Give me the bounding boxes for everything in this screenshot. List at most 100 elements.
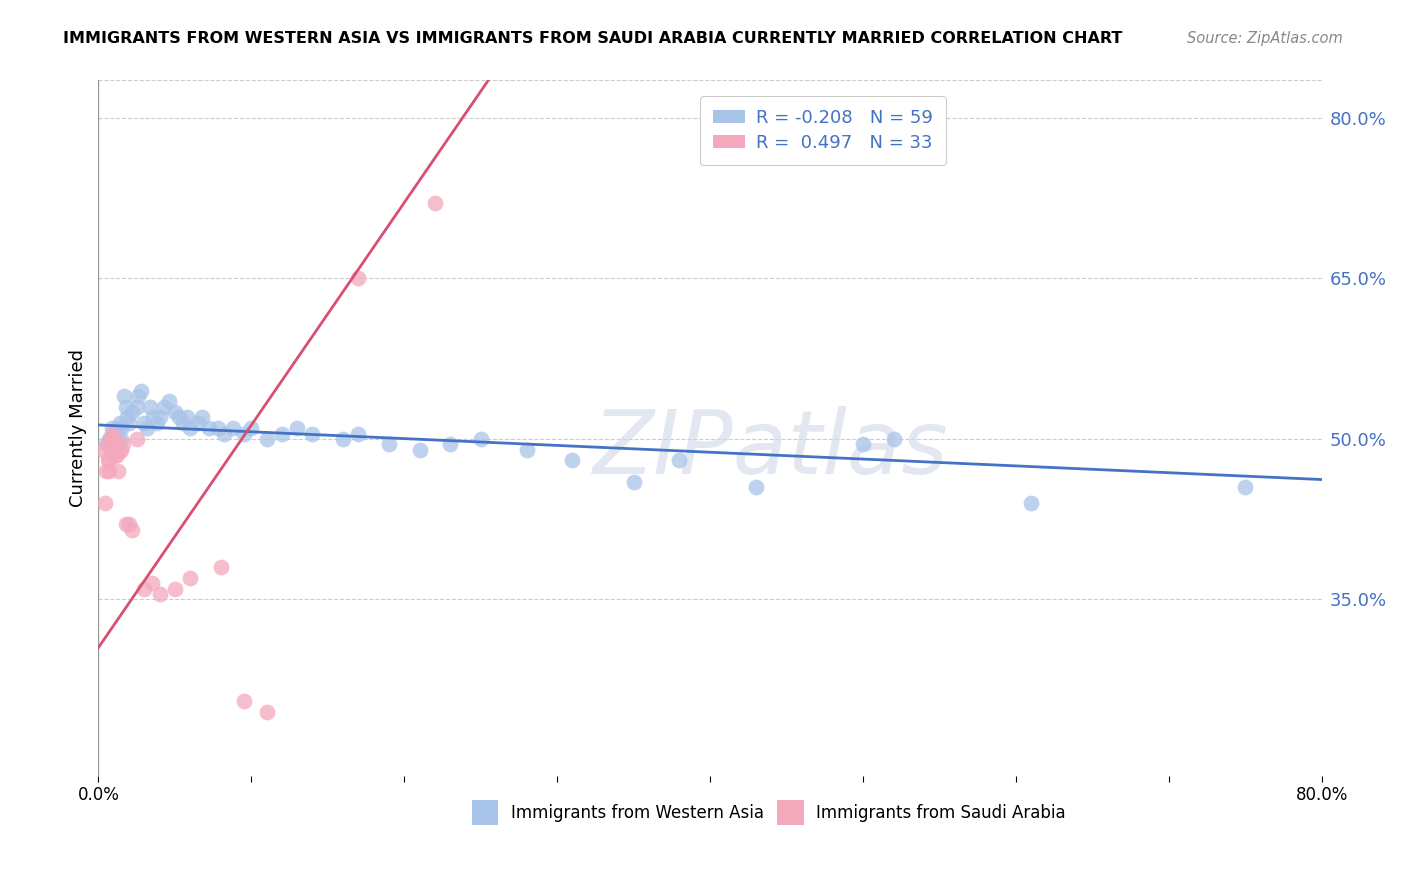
Point: [115, 400, 138, 414]
Point: [347, 426, 370, 441]
Point: [107, 421, 129, 435]
Point: [157, 394, 180, 409]
Point: [301, 426, 323, 441]
Point: [121, 405, 143, 419]
Point: [561, 453, 583, 467]
Point: [129, 384, 152, 398]
Point: [191, 410, 214, 425]
Point: [142, 410, 165, 425]
Point: [108, 416, 131, 430]
Point: [111, 437, 134, 451]
Point: [91, 442, 114, 457]
Point: [100, 442, 122, 457]
Point: [439, 437, 461, 451]
Point: [100, 432, 122, 446]
Point: [139, 400, 162, 414]
Point: [623, 475, 645, 489]
Point: [187, 416, 209, 430]
Point: [179, 571, 201, 585]
Text: IMMIGRANTS FROM WESTERN ASIA VS IMMIGRANTS FROM SAUDI ARABIA CURRENTLY MARRIED C: IMMIGRANTS FROM WESTERN ASIA VS IMMIGRAN…: [63, 31, 1122, 46]
Point: [125, 432, 148, 446]
Point: [197, 421, 219, 435]
Text: Source: ZipAtlas.com: Source: ZipAtlas.com: [1187, 31, 1343, 46]
Point: [172, 416, 194, 430]
Point: [285, 421, 308, 435]
Y-axis label: Currently Married: Currently Married: [69, 349, 87, 508]
Point: [101, 432, 124, 446]
Point: [232, 426, 254, 441]
Point: [222, 421, 245, 435]
Point: [98, 453, 121, 467]
Text: Immigrants from Western Asia: Immigrants from Western Asia: [510, 804, 763, 822]
Text: ZIPatlas: ZIPatlas: [593, 406, 949, 492]
Point: [110, 442, 132, 457]
Point: [101, 426, 124, 441]
Point: [107, 464, 129, 478]
Point: [110, 421, 132, 435]
Point: [136, 421, 159, 435]
Point: [745, 480, 768, 494]
Point: [104, 448, 127, 462]
Point: [93, 496, 115, 510]
Point: [145, 416, 167, 430]
Point: [110, 432, 132, 446]
Point: [179, 421, 201, 435]
Point: [125, 400, 148, 414]
FancyBboxPatch shape: [471, 800, 498, 825]
Text: Immigrants from Saudi Arabia: Immigrants from Saudi Arabia: [817, 804, 1066, 822]
Point: [232, 694, 254, 708]
Legend: R = -0.208   N = 59, R =  0.497   N = 33: R = -0.208 N = 59, R = 0.497 N = 33: [700, 96, 946, 165]
Point: [212, 426, 235, 441]
Point: [256, 705, 278, 719]
Point: [153, 400, 176, 414]
Point: [668, 453, 690, 467]
Point: [115, 517, 138, 532]
Point: [101, 421, 124, 435]
Point: [470, 432, 492, 446]
Point: [134, 582, 156, 596]
Point: [105, 448, 128, 462]
Point: [98, 464, 121, 478]
Point: [852, 437, 875, 451]
Point: [97, 437, 120, 451]
Point: [163, 405, 186, 419]
Point: [121, 523, 143, 537]
Point: [883, 432, 905, 446]
Point: [270, 426, 292, 441]
Point: [207, 421, 229, 435]
Point: [94, 464, 117, 478]
Point: [104, 426, 127, 441]
Point: [98, 432, 121, 446]
Point: [240, 421, 263, 435]
Point: [94, 437, 117, 451]
Point: [127, 389, 149, 403]
Point: [163, 582, 186, 596]
Point: [141, 576, 163, 591]
Point: [347, 271, 370, 285]
Point: [408, 442, 430, 457]
Point: [118, 517, 141, 532]
Point: [332, 432, 354, 446]
Point: [149, 587, 172, 601]
Point: [169, 410, 191, 425]
Point: [149, 410, 172, 425]
Point: [1019, 496, 1042, 510]
Point: [112, 389, 135, 403]
Point: [516, 442, 538, 457]
Point: [103, 442, 125, 457]
Point: [103, 432, 125, 446]
FancyBboxPatch shape: [778, 800, 804, 825]
Point: [176, 410, 198, 425]
Point: [108, 442, 131, 457]
Point: [134, 416, 156, 430]
Point: [423, 196, 446, 211]
Point: [117, 410, 139, 425]
Point: [209, 560, 232, 574]
Point: [105, 437, 128, 451]
Point: [103, 432, 125, 446]
Point: [378, 437, 401, 451]
Point: [1234, 480, 1257, 494]
Point: [97, 453, 120, 467]
Point: [103, 442, 125, 457]
Point: [256, 432, 278, 446]
